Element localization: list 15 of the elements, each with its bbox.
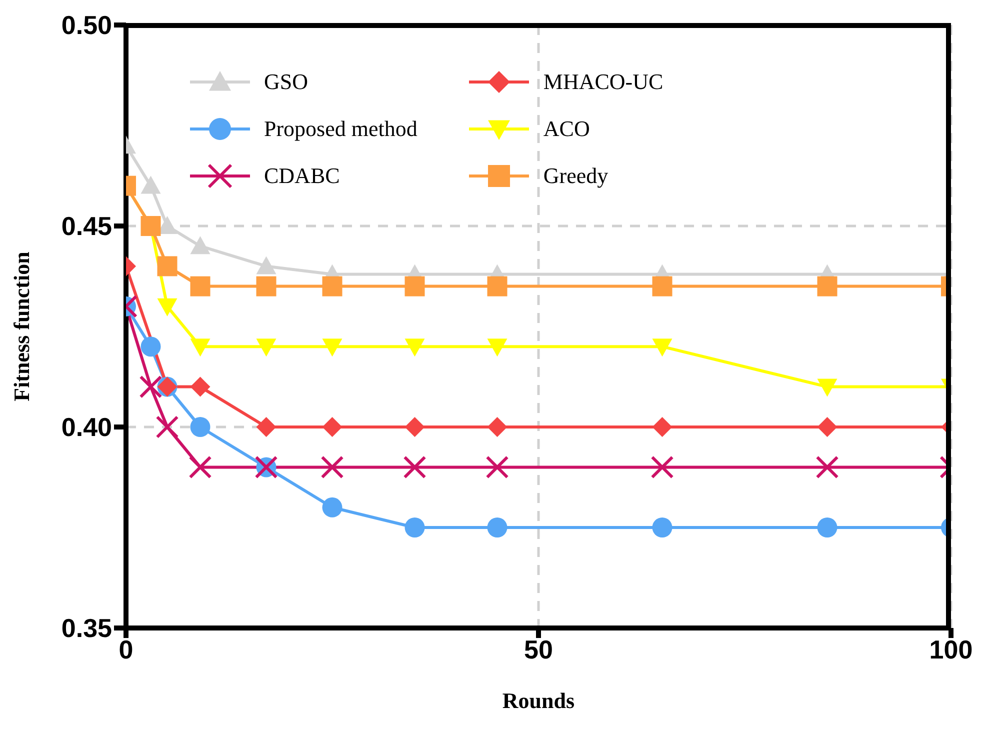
legend-label: Greedy xyxy=(543,162,608,188)
y-tick-label: 0.40 xyxy=(61,412,112,442)
legend-label: ACO xyxy=(543,116,590,142)
y-axis-title: Fitness function xyxy=(8,252,34,402)
x-axis-title: Rounds xyxy=(502,688,576,713)
y-tick-label: 0.35 xyxy=(61,613,112,644)
y-tick-label: 0.45 xyxy=(61,211,112,242)
legend-label: GSO xyxy=(264,68,308,94)
x-tick-label: 50 xyxy=(524,634,553,664)
legend-label: CDABC xyxy=(264,162,340,188)
legend-label: MHACO-UC xyxy=(543,68,664,94)
y-tick-label: 0.50 xyxy=(61,10,112,40)
x-tick-label: 0 xyxy=(118,634,134,664)
x-tick-label: 100 xyxy=(929,634,973,664)
legend-label: Proposed method xyxy=(264,116,418,142)
